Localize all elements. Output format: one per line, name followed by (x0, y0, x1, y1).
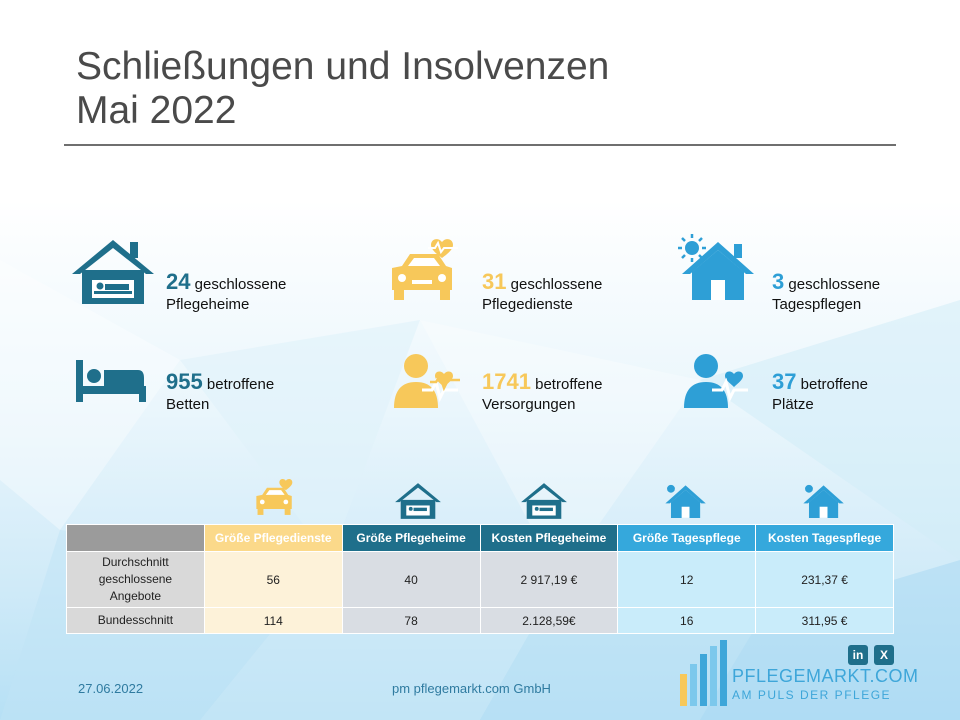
table-cell: 78 (341, 607, 481, 634)
house-sun-icon (665, 484, 706, 518)
stat-label-1: geschlossene (194, 276, 287, 293)
table-cell: 12 (617, 551, 757, 608)
table-cell: 56 (203, 551, 343, 608)
slide-title: Schließungen und Insolvenzen Mai 2022 (76, 45, 609, 133)
table-cell: 40 (341, 551, 481, 608)
car-heart-icon (392, 239, 458, 300)
table-cell: 114 (203, 607, 343, 634)
stat-number: 24 (166, 269, 191, 294)
stat-number: 955 (166, 369, 203, 394)
stat-label-1: geschlossene (788, 276, 881, 293)
stat-label-2: Plätze (772, 396, 814, 413)
stat-label-2: Versorgungen (482, 396, 576, 413)
stat-label-2: Pflegeheime (166, 296, 250, 313)
table-cell: 2 917,19 € (479, 551, 619, 608)
table-header-row: Größe Pflegedienste Größe Pflegeheime Ko… (66, 524, 894, 552)
stat-label-1: betroffene (535, 376, 603, 393)
house-bed-icon (395, 483, 441, 519)
row-label: Durchschnitt geschlossene Angebote (66, 551, 205, 608)
header-costs-day-care: Kosten Tagespflege (755, 524, 894, 552)
stat-label-2: Tagespflegen (772, 296, 862, 313)
stat-number: 37 (772, 369, 797, 394)
bed-icon (76, 360, 146, 402)
stat-number: 3 (772, 269, 785, 294)
header-size-care-services: Größe Pflegedienste (203, 524, 343, 552)
people-heartbeat-icon (684, 354, 748, 408)
stat-label-2: Pflegedienste (482, 296, 573, 313)
xing-icon[interactable]: X (874, 645, 894, 665)
header-empty (66, 524, 205, 552)
logo-bars-icon (680, 640, 727, 706)
house-sun-icon (678, 234, 754, 300)
stat-label-2: Betten (166, 396, 210, 413)
table-row: Durchschnitt geschlossene Angebote 56 40… (66, 551, 894, 608)
title-line-1: Schließungen und Insolvenzen (76, 45, 610, 88)
title-line-2: Mai 2022 (76, 89, 237, 132)
row-label: Bundesschnitt (66, 607, 205, 634)
house-bed-icon (521, 483, 567, 519)
logo-tagline: AM PULS DER PFLEGE (732, 688, 892, 702)
footer-company: pm pflegemarkt.com GmbH (392, 681, 551, 696)
linkedin-icon[interactable]: in (848, 645, 868, 665)
car-heart-icon (256, 479, 293, 515)
logo-name: PFLEGEMARKT.COM (732, 666, 919, 686)
house-sun-icon (803, 484, 844, 518)
table-cell: 231,37 € (755, 551, 894, 608)
table-cell: 16 (617, 607, 757, 634)
house-bed-icon (72, 240, 154, 304)
header-size-day-care: Größe Tagespflege (617, 524, 757, 552)
table-cell: 311,95 € (755, 607, 894, 634)
header-size-nursing-homes: Größe Pflegeheime (341, 524, 481, 552)
stat-label-1: betroffene (206, 376, 275, 393)
stat-number: 1741 (482, 369, 531, 394)
table-cell: 2.128,59€ (479, 607, 619, 634)
stat-label-1: betroffene (800, 376, 868, 393)
stat-number: 31 (482, 269, 507, 294)
header-costs-nursing-homes: Kosten Pflegeheime (479, 524, 619, 552)
stat-label-1: geschlossene (510, 276, 603, 293)
comparison-table: Größe Pflegedienste Größe Pflegeheime Ko… (66, 524, 894, 634)
footer-date: 27.06.2022 (78, 681, 144, 696)
person-heartbeat-icon (394, 354, 460, 408)
title-divider (64, 144, 896, 146)
table-row: Bundesschnitt 114 78 2.128,59€ 16 311,95… (66, 607, 894, 634)
